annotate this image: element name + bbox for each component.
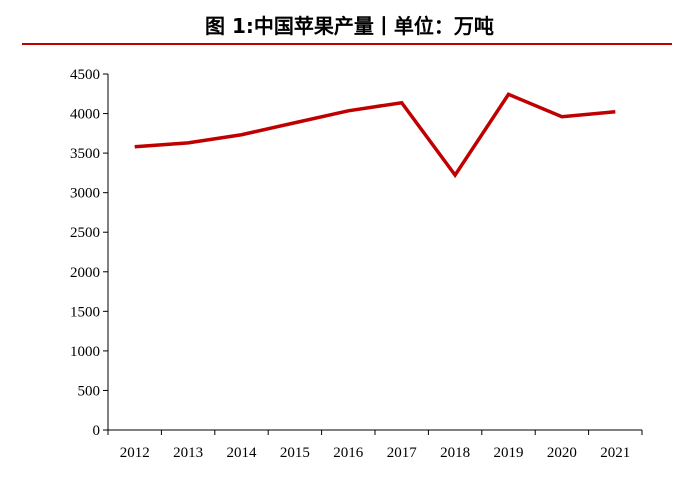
x-tick-label: 2016 xyxy=(333,445,364,461)
x-tick-label: 2013 xyxy=(173,445,203,461)
y-tick-label: 3000 xyxy=(70,186,100,202)
y-tick-label: 2500 xyxy=(70,225,100,241)
y-tick-label: 3500 xyxy=(70,146,100,162)
x-tick-label: 2014 xyxy=(227,445,258,461)
y-tick-label: 2000 xyxy=(70,265,100,281)
series-line xyxy=(134,92,616,179)
y-tick-label: 500 xyxy=(78,383,101,399)
title-rule xyxy=(22,43,672,45)
x-tick-label: 2012 xyxy=(120,445,150,461)
y-tick-label: 1500 xyxy=(70,304,100,320)
chart-title: 图 1:中国苹果产量丨单位：万吨 xyxy=(205,14,494,38)
x-tick-label: 2018 xyxy=(440,445,470,461)
y-tick-label: 1000 xyxy=(70,344,100,360)
y-tick-label: 4000 xyxy=(70,107,100,123)
x-tick-label: 2017 xyxy=(387,445,418,461)
y-tick-label: 4500 xyxy=(70,67,100,83)
y-tick-label: 0 xyxy=(93,423,101,439)
x-tick-label: 2020 xyxy=(547,445,577,461)
x-tick-label: 2015 xyxy=(280,445,310,461)
x-tick-label: 2021 xyxy=(600,445,630,461)
x-tick-label: 2019 xyxy=(494,445,524,461)
